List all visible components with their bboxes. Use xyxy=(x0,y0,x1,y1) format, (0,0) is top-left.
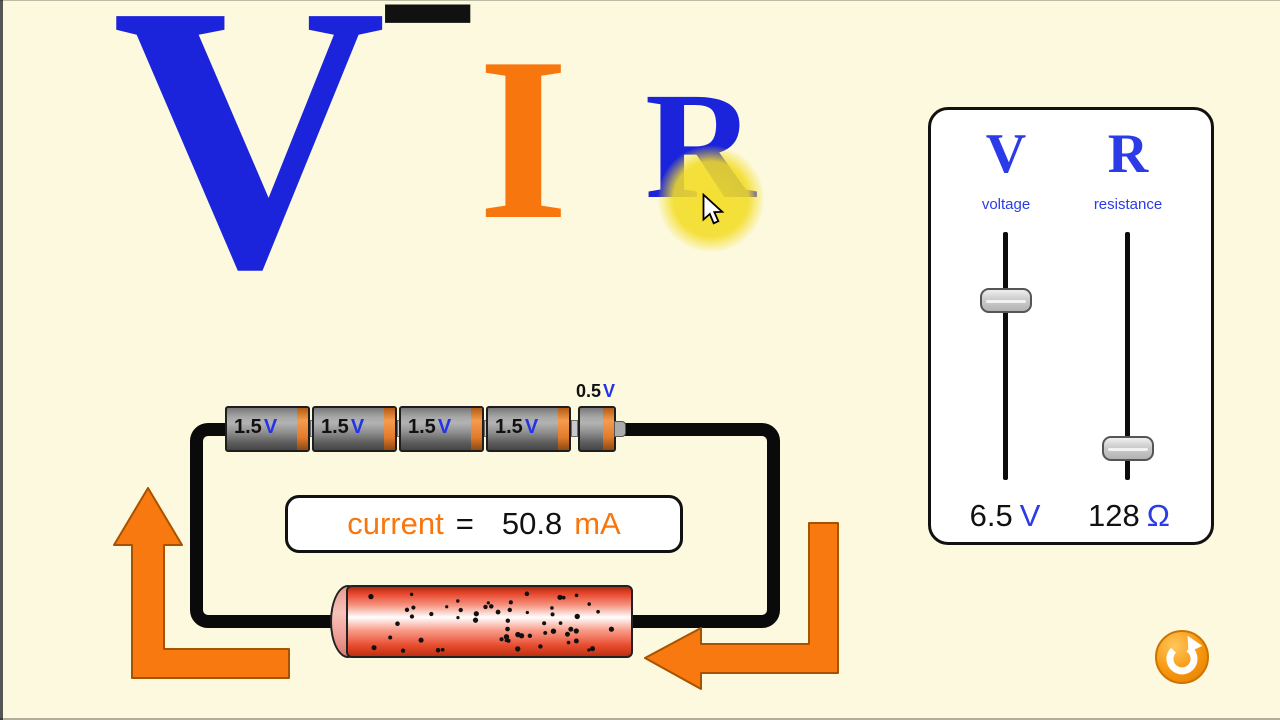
formula-current-letter: I xyxy=(478,10,569,268)
battery: 1.5 V xyxy=(312,406,397,452)
resistor-dopant-dots xyxy=(368,591,615,653)
battery-terminal-band xyxy=(384,408,395,450)
panel-voltage-symbol: V xyxy=(985,123,1027,185)
battery: 1.5 V xyxy=(486,406,571,452)
screen-edge xyxy=(0,0,3,720)
panel-resistance-label: resistance xyxy=(1093,196,1163,213)
resistance-readout: 128 Ω xyxy=(1088,498,1170,534)
formula-voltage-letter: V xyxy=(112,0,387,348)
resistor xyxy=(346,585,633,658)
voltage-readout: 6.5 V xyxy=(970,498,1041,534)
battery: 1.5 V xyxy=(225,406,310,452)
voltage-value: 6.5 xyxy=(969,498,1013,533)
current-label: current xyxy=(347,506,444,541)
hover-highlight xyxy=(658,146,764,252)
reset-icon xyxy=(1166,635,1203,675)
screen-edge xyxy=(0,0,1280,1)
resistance-unit: Ω xyxy=(1146,498,1170,533)
panel-voltage-label: voltage xyxy=(981,196,1031,213)
current-readout: current = 50.8 mA xyxy=(285,495,683,553)
current-unit: mA xyxy=(574,506,621,541)
battery-connector-nub xyxy=(571,420,578,437)
battery-terminal-band xyxy=(603,408,614,450)
resistance-slider-thumb[interactable] xyxy=(1102,436,1154,461)
formula-equals-sign: = xyxy=(378,0,477,74)
voltage-slider-track xyxy=(1003,232,1008,480)
battery-terminal-band xyxy=(471,408,482,450)
panel-resistance-symbol: R xyxy=(1107,123,1149,185)
battery-label: 1.5 V xyxy=(408,415,452,438)
battery-label: 1.5 V xyxy=(321,415,365,438)
resistance-slider-track xyxy=(1125,232,1130,480)
screen-edge xyxy=(0,718,1280,720)
mouse-cursor-icon xyxy=(702,193,725,225)
battery-terminal-band xyxy=(297,408,308,450)
current-equals: = xyxy=(455,506,474,541)
half-battery xyxy=(578,406,616,452)
voltage-slider-thumb[interactable] xyxy=(980,288,1032,313)
battery-label: 1.5 V xyxy=(234,415,278,438)
battery-terminal-nub xyxy=(614,421,626,437)
battery-label: 1.5 V xyxy=(495,415,539,438)
current-value: 50.8 xyxy=(501,506,563,541)
battery: 1.5 V xyxy=(399,406,484,452)
reset-button[interactable] xyxy=(1155,630,1209,684)
half-battery-label: 0.5 V xyxy=(576,381,616,401)
battery-terminal-band xyxy=(558,408,569,450)
voltage-unit: V xyxy=(1019,498,1041,533)
resistance-value: 128 xyxy=(1088,498,1140,533)
control-panel: V R voltage resistance 6.5 V 128 Ω xyxy=(928,107,1214,545)
